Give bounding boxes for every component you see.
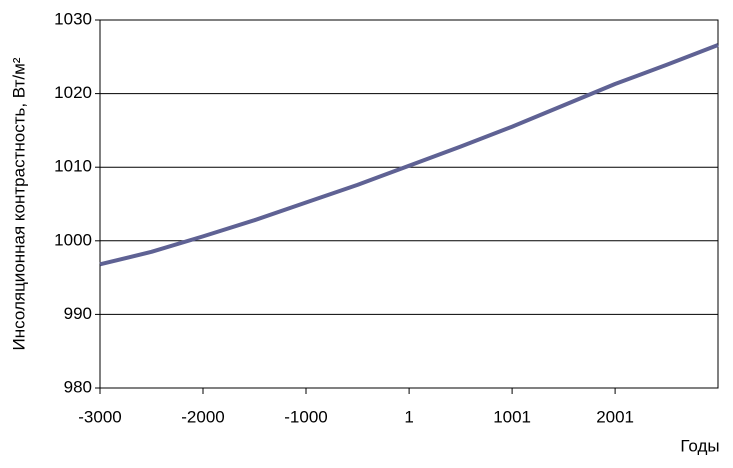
x-axis-label: Годы	[680, 436, 719, 455]
x-tick-label: 1001	[493, 407, 531, 426]
x-tick-label: -1000	[284, 407, 327, 426]
plot-frame	[99, 19, 719, 389]
y-tick-label: 1010	[54, 157, 92, 176]
y-tick-label: 980	[64, 377, 92, 396]
y-tick-label: 990	[64, 304, 92, 323]
x-tick-label: -3000	[78, 407, 121, 426]
x-tick-label: 1	[404, 407, 413, 426]
x-tick-label: -2000	[181, 407, 224, 426]
y-tick-label: 1030	[54, 9, 92, 28]
y-tick-label: 1020	[54, 83, 92, 102]
y-tick-label: 1000	[54, 230, 92, 249]
y-axis-label: Инсоляционная контрастность, Вт/м²	[9, 57, 28, 350]
x-tick-label: 2001	[596, 407, 634, 426]
data-line	[99, 43, 719, 267]
